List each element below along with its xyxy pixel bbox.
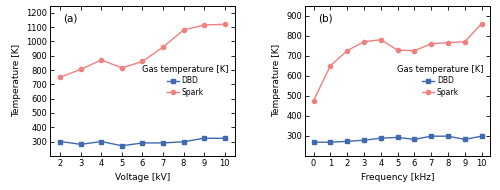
Spark [394, 49, 400, 51]
DBD [160, 142, 166, 144]
Spark [119, 67, 125, 69]
X-axis label: Voltage [kV]: Voltage [kV] [115, 173, 170, 182]
Spark [201, 24, 207, 26]
DBD [344, 140, 350, 142]
DBD [78, 143, 84, 146]
DBD [428, 135, 434, 137]
DBD [478, 135, 484, 137]
Spark [310, 100, 316, 102]
DBD [394, 136, 400, 139]
DBD [119, 145, 125, 147]
DBD [201, 137, 207, 139]
Line: Spark: Spark [312, 22, 484, 103]
Spark [462, 41, 468, 43]
Spark [428, 43, 434, 45]
Line: DBD: DBD [58, 136, 226, 148]
Spark [160, 46, 166, 48]
DBD [310, 141, 316, 143]
Y-axis label: Temperature [K]: Temperature [K] [12, 44, 20, 117]
Spark [412, 50, 418, 52]
Spark [58, 76, 64, 78]
Spark [361, 41, 367, 43]
Spark [445, 42, 451, 44]
Line: Spark: Spark [58, 22, 226, 79]
Line: DBD: DBD [312, 134, 484, 144]
Y-axis label: Temperature [K]: Temperature [K] [272, 44, 281, 117]
Spark [98, 59, 104, 61]
Spark [140, 60, 145, 63]
DBD [462, 138, 468, 141]
DBD [180, 141, 186, 143]
Text: (a): (a) [63, 13, 78, 23]
DBD [58, 140, 64, 143]
Text: (b): (b) [318, 13, 332, 23]
Spark [328, 65, 334, 67]
DBD [445, 135, 451, 137]
DBD [328, 141, 334, 143]
DBD [98, 140, 104, 143]
Spark [180, 29, 186, 31]
DBD [412, 138, 418, 141]
Spark [478, 23, 484, 25]
DBD [361, 139, 367, 141]
Spark [222, 23, 228, 25]
Spark [78, 68, 84, 70]
X-axis label: Frequency [kHz]: Frequency [kHz] [361, 173, 434, 182]
Spark [378, 39, 384, 41]
DBD [222, 137, 228, 139]
DBD [140, 142, 145, 144]
DBD [378, 137, 384, 139]
Spark [344, 50, 350, 52]
Legend: DBD, Spark: DBD, Spark [140, 63, 231, 99]
Legend: DBD, Spark: DBD, Spark [395, 63, 486, 99]
